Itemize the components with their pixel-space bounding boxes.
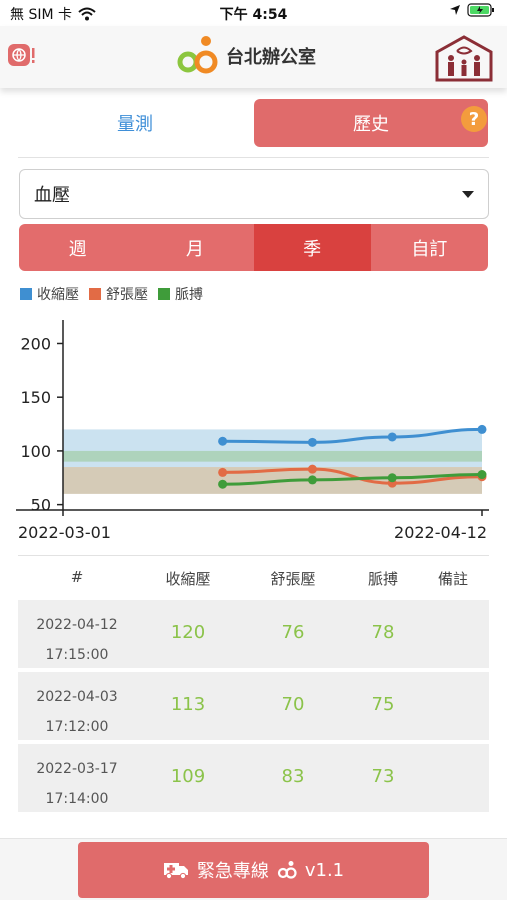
legend-item-systolic[interactable]: 收縮壓 [20,284,79,304]
legend-swatch [89,288,101,300]
footer: 緊急專線 v1.1 [0,838,507,900]
status-right [449,3,495,17]
status-left: 無 SIM 卡 [10,4,96,24]
row-systolic: 109 [170,766,206,787]
data-point [477,470,487,480]
status-bar: 無 SIM 卡 下午 4:54 [0,0,507,26]
app-logo-icon [177,36,218,74]
divider [18,157,489,158]
carrier-label: 無 SIM 卡 [10,7,72,23]
period-quarter[interactable]: 季 [253,224,371,271]
data-point [218,467,228,477]
row-pulse: 73 [371,766,395,787]
table-header-index: # [70,568,84,586]
family-house-logo-icon [435,35,493,82]
app-version: v1.1 [304,859,345,881]
measurement-select-value: 血壓 [34,185,70,206]
caret-down-icon [462,191,474,198]
row-date: 2022-03-17 [36,761,118,777]
legend-label: 脈搏 [175,287,203,303]
normal-range-band [63,450,482,462]
period-custom[interactable]: 自訂 [411,238,448,260]
row-date: 2022-04-12 [36,617,118,633]
row-datetime: 2022-04-03 17:12:00 [18,682,136,742]
row-diastolic: 70 [281,694,305,715]
tab-history[interactable]: 歷史 [254,99,488,147]
tab-measure[interactable]: 量測 [18,99,252,147]
period-selector: 週 月 季 自訂 [19,224,488,271]
series-line [222,427,483,444]
data-point [307,464,317,474]
help-button[interactable]: ? [461,106,487,132]
legend-label: 舒張壓 [106,287,148,303]
location-arrow-icon [450,5,460,15]
chart-legend: 收縮壓 舒張壓 脈搏 [20,284,203,304]
row-pulse: 78 [371,622,395,643]
row-pulse: 75 [371,694,395,715]
table-header: # 收縮壓 舒張壓 脈搏 備註 [18,556,489,600]
table-header-pulse: 脈搏 [367,570,398,588]
wifi-icon [78,7,96,21]
row-time: 17:14:00 [45,791,109,807]
row-systolic: 113 [170,694,206,715]
y-tick-label: 50 [31,496,51,515]
data-point [307,437,317,447]
legend-item-diastolic[interactable]: 舒張壓 [89,284,148,304]
period-month[interactable]: 月 [185,238,204,260]
data-point [218,436,228,446]
y-tick-label: 100 [20,442,51,461]
app-header: 台北辦公室 [0,26,507,88]
row-time: 17:15:00 [45,647,109,663]
alert-globe-icon[interactable] [8,44,36,68]
legend-label: 收縮壓 [37,287,79,303]
divider [18,555,489,556]
table-header-systolic: 收縮壓 [165,570,211,588]
app-logo-icon [277,861,297,879]
table-row[interactable]: 2022-04-03 17:12:00 113 70 75 [18,672,489,742]
row-systolic: 120 [170,622,206,643]
header-title: 台北辦公室 [226,47,316,68]
table-header-note: 備註 [437,570,468,588]
row-time: 17:12:00 [45,719,109,735]
battery-charging-icon [467,3,494,17]
table-row[interactable]: 2022-04-12 17:15:00 120 76 78 [18,600,489,670]
x-tick-label-start: 2022-03-01 [18,523,111,542]
series-line [222,473,483,486]
tabs: 量測 歷史 [18,99,489,147]
status-time: 下午 4:54 [219,7,288,23]
data-point [477,424,487,434]
emergency-hotline-label: 緊急專線 [196,861,269,882]
period-week[interactable]: 週 [68,238,87,260]
legend-swatch [158,288,170,300]
emergency-hotline-button[interactable]: 緊急專線 v1.1 [78,842,429,898]
brand: 台北辦公室 [176,34,316,78]
legend-swatch [20,288,32,300]
data-point [307,475,317,485]
legend-item-pulse[interactable]: 脈搏 [158,284,203,304]
y-tick-label: 200 [20,334,51,353]
blood-pressure-chart: 200 150 100 50 2022-03-01 2022-04-12 [16,320,489,542]
row-diastolic: 83 [281,766,305,787]
y-tick-label: 150 [20,388,51,407]
ambulance-icon [163,863,188,880]
x-tick-label-end: 2022-04-12 [394,523,487,542]
measurement-select[interactable]: 血壓 [19,169,489,219]
table-header-diastolic: 舒張壓 [270,570,316,588]
series-line [222,467,483,485]
row-datetime: 2022-04-12 17:15:00 [18,610,136,670]
row-datetime: 2022-03-17 17:14:00 [18,754,136,814]
data-point [218,479,228,489]
table-row[interactable]: 2022-03-17 17:14:00 109 83 73 [18,744,489,814]
row-date: 2022-04-03 [36,689,118,705]
row-diastolic: 76 [281,622,305,643]
data-point [387,473,397,483]
data-point [387,432,397,442]
